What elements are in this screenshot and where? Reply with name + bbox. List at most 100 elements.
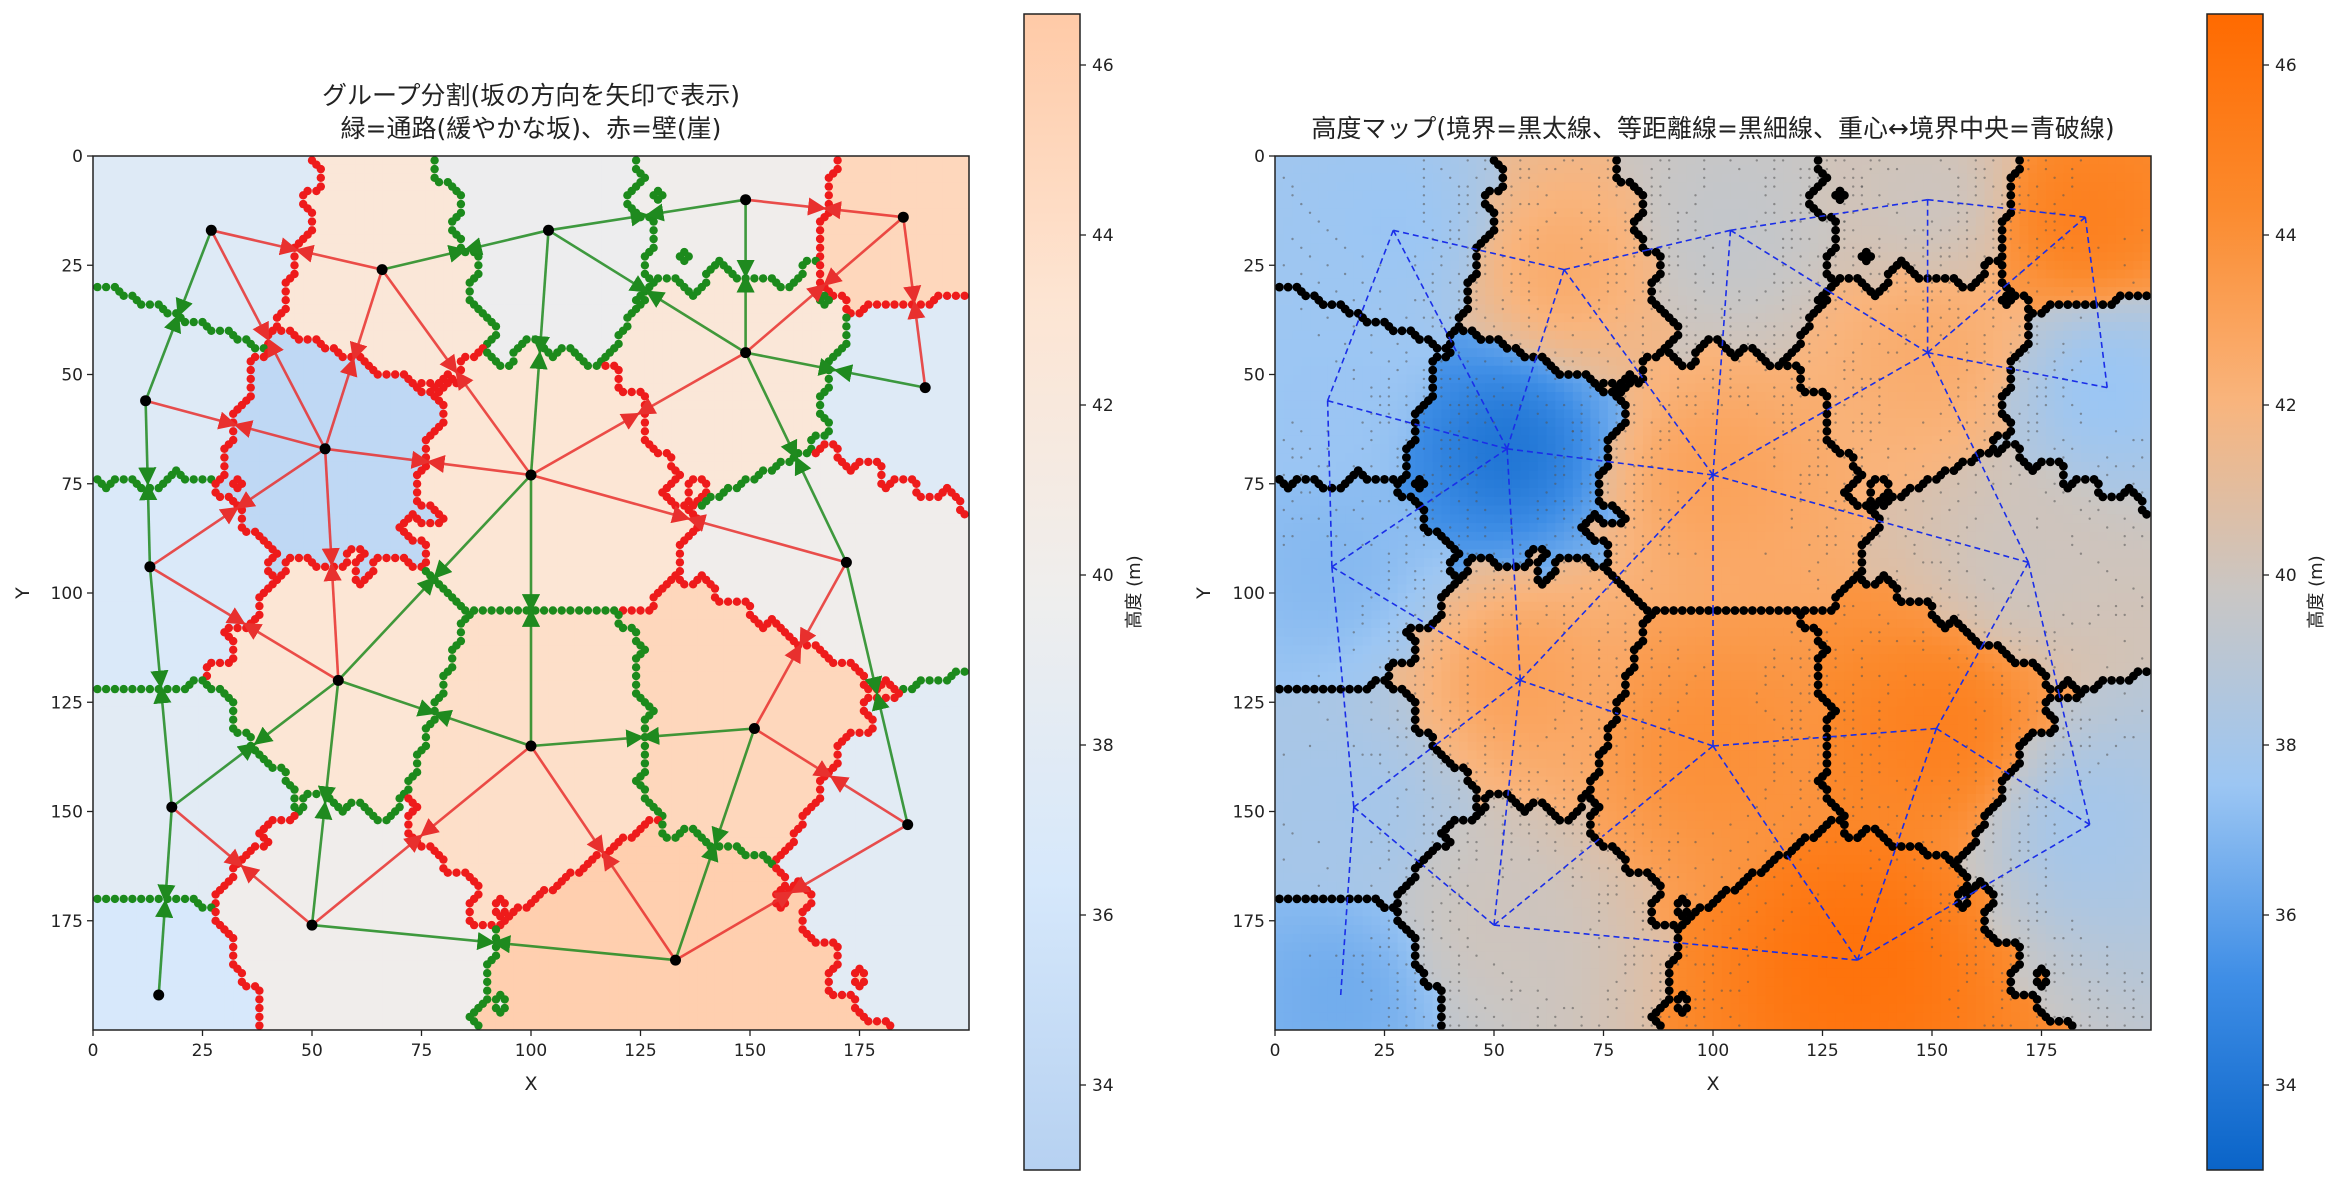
left-region-cell <box>776 243 786 253</box>
left-region-cell <box>776 234 786 244</box>
left-region-cell <box>382 505 392 515</box>
left-region-cell <box>592 260 602 271</box>
left-region-cell <box>679 391 690 402</box>
left-region-cell <box>776 496 786 507</box>
left-region-cell <box>399 164 409 175</box>
left-region-cell <box>653 531 663 542</box>
left-region-cell <box>706 426 716 437</box>
left-region-cell <box>951 549 961 559</box>
left-region-cell <box>128 164 138 175</box>
left-region-cell <box>382 199 392 210</box>
left-region-cell <box>767 435 777 446</box>
left-region-cell <box>312 461 322 472</box>
left-region-cell <box>504 531 515 542</box>
left-region-cell <box>145 365 155 376</box>
left-region-cell <box>942 514 953 524</box>
left-region-cell <box>601 322 611 332</box>
left-region-cell <box>154 444 164 454</box>
left-region-cell <box>434 199 444 210</box>
left-region-cell <box>741 444 751 454</box>
left-region-cell <box>110 453 120 463</box>
left-region-cell <box>881 566 891 577</box>
left-region-cell <box>732 584 742 594</box>
left-region-cell <box>679 348 690 358</box>
left-region-cell <box>495 330 506 341</box>
left-region-cell <box>601 505 611 515</box>
left-region-cell <box>557 531 567 542</box>
left-region-cell <box>312 374 322 384</box>
left-region-cell <box>478 584 488 594</box>
left-region-cell <box>93 357 103 367</box>
left-region-cell <box>583 287 593 297</box>
left-region-cell <box>285 295 296 306</box>
left-region-cell <box>180 278 190 288</box>
left-region-cell <box>373 164 383 175</box>
left-region-cell <box>110 225 120 236</box>
left-region-cell <box>548 374 558 384</box>
left-region-cell <box>303 453 313 463</box>
left-region-cell <box>846 566 856 577</box>
left-region-cell <box>662 540 672 550</box>
left-region-cell <box>259 365 269 376</box>
left-region-cell <box>189 190 199 201</box>
left-region-cell <box>206 287 217 297</box>
left-region-cell <box>688 156 699 166</box>
left-region-cell <box>758 278 769 288</box>
left-region-cell <box>942 252 953 262</box>
left-region-cell <box>128 156 138 166</box>
left-region-cell <box>487 208 497 218</box>
left-region-cell <box>189 418 199 428</box>
left-region-cell <box>364 287 374 297</box>
left-region-cell <box>504 470 515 480</box>
left-region-cell <box>863 566 874 577</box>
left-region-cell <box>390 173 401 183</box>
left-region-cell <box>627 391 637 402</box>
left-region-cell <box>557 444 567 454</box>
left-region-cell <box>531 558 541 568</box>
left-region-cell <box>93 391 103 402</box>
left-region-cell <box>758 470 769 480</box>
left-region-cell <box>767 208 777 218</box>
left-region-cell <box>303 164 313 175</box>
left-region-cell <box>171 278 182 288</box>
left-region-cell <box>907 243 918 253</box>
left-region-cell <box>399 234 409 244</box>
left-region-cell <box>101 313 112 323</box>
left-region-cell <box>320 505 331 515</box>
left-region-cell <box>898 164 909 175</box>
left-region-cell <box>250 190 261 201</box>
left-region-cell <box>312 566 322 577</box>
left-region-cell <box>276 164 287 175</box>
left-region-cell <box>382 287 392 297</box>
left-region-cell <box>355 295 366 306</box>
left-region-cell <box>548 287 558 297</box>
left-region-cell <box>609 479 620 489</box>
left-region-cell <box>960 365 969 376</box>
left-region-cell <box>495 584 506 594</box>
left-region-cell <box>566 505 576 515</box>
left-region-cell <box>189 243 199 253</box>
left-region-cell <box>802 357 812 367</box>
left-region-cell <box>785 252 795 262</box>
left-region-cell <box>276 234 287 244</box>
left-region-cell <box>110 252 120 262</box>
left-region-cell <box>382 357 392 367</box>
left-region-cell <box>644 339 655 349</box>
left-region-cell <box>539 383 550 393</box>
left-region-cell <box>855 287 865 297</box>
left-region-cell <box>548 234 558 244</box>
left-region-cell <box>338 374 348 384</box>
left-region-cell <box>163 348 173 358</box>
left-region-cell <box>119 234 129 244</box>
left-region-cell <box>250 479 261 489</box>
left-region-cell <box>259 269 269 279</box>
left-region-cell <box>110 505 120 515</box>
left-region-cell <box>285 383 296 393</box>
left-region-cell <box>662 409 672 419</box>
left-region-cell <box>933 156 944 166</box>
left-region-cell <box>566 234 576 244</box>
left-region-cell <box>688 444 699 454</box>
left-region-cell <box>198 566 208 577</box>
left-region-cell <box>198 391 208 402</box>
left-region-cell <box>478 278 488 288</box>
